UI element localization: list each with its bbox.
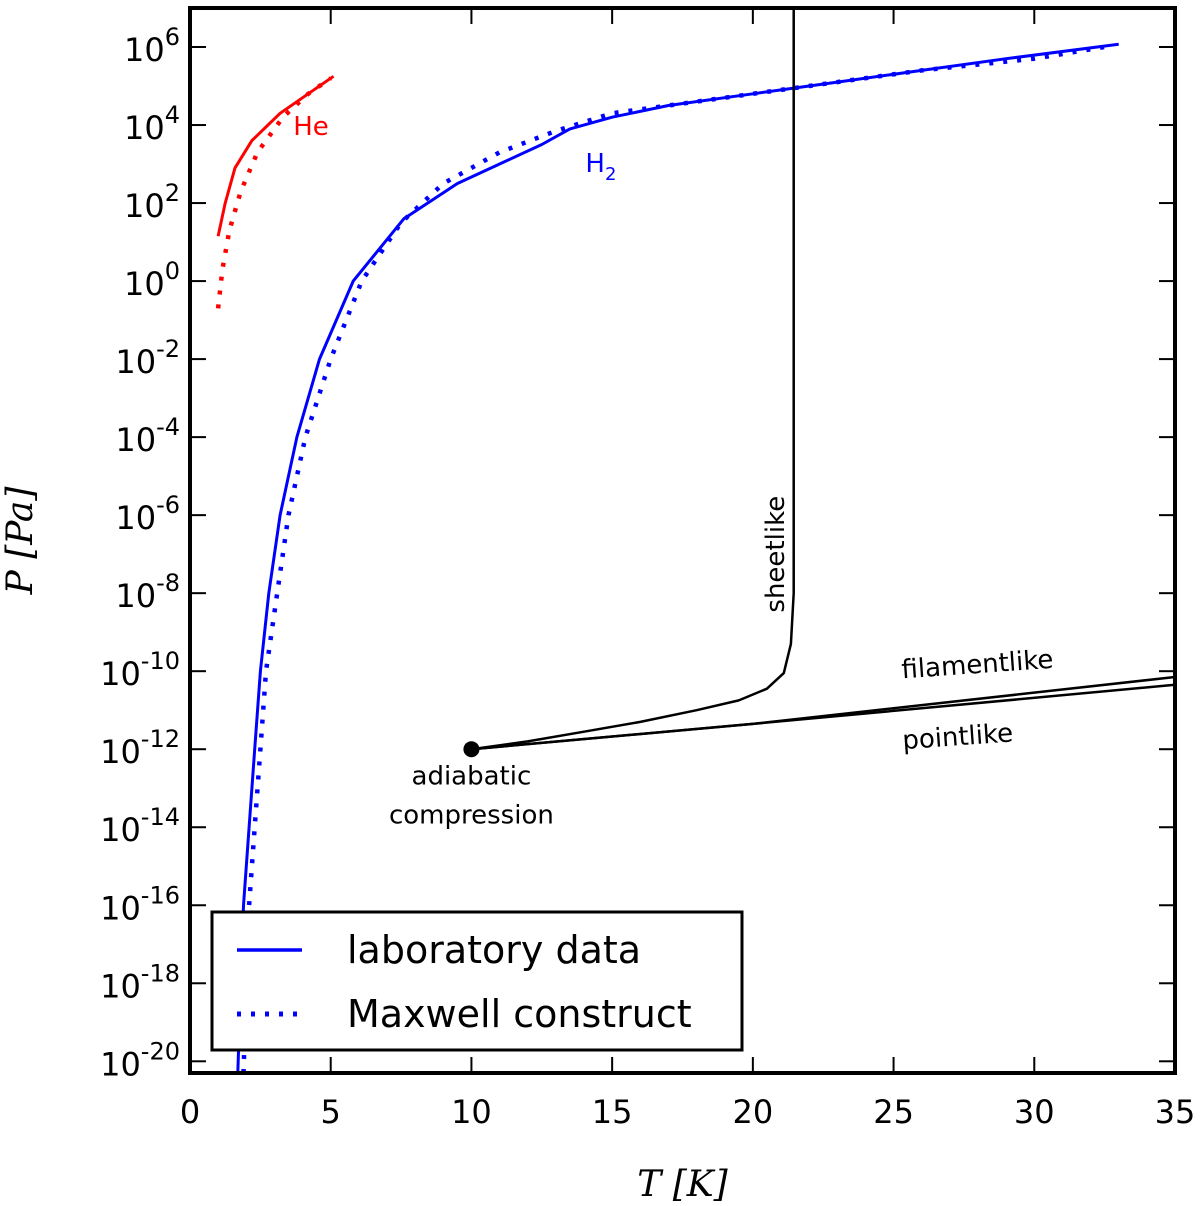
legend-label-1: Maxwell construct: [347, 992, 692, 1036]
plot-frame: [188, 6, 1177, 1075]
series-he-lab: [216, 75, 335, 237]
y-tick-label--10: 10-10: [100, 647, 180, 693]
y-tick-label--2: 10-2: [115, 335, 180, 381]
y-tick-label-0: 100: [124, 257, 180, 303]
x-tick-label-15: 15: [592, 1093, 633, 1131]
legend: laboratory data Maxwell construct: [210, 910, 744, 1052]
series-layer: [215, 8, 1175, 1073]
x-tick-label-0: 0: [180, 1093, 200, 1131]
y-tick-label--4: 10-4: [115, 413, 180, 459]
annotation-sheetlike: sheetlike: [761, 496, 791, 613]
y-tick-label--16: 10-16: [100, 881, 180, 927]
annotation-filamentlike: filamentlike: [901, 645, 1055, 686]
y-axis-title: P [Pa]: [0, 486, 41, 596]
annotation-adiabatic2: compression: [389, 800, 554, 830]
y-tick-label--18: 10-18: [100, 959, 180, 1005]
series-sheetlike: [471, 8, 795, 751]
ticks-layer: 0 5 10 15 20 25 30 35 106 104 102 100 10-2 10-4 10-6 10…: [100, 8, 1195, 1131]
annotation-layer: He H2 sheetlike filamentlike pointlike adiaba…: [293, 112, 1055, 830]
y-tick-label--6: 10-6: [115, 491, 180, 537]
annotation-he: He: [293, 112, 329, 142]
annotation-adiabatic1: adiabatic: [412, 761, 532, 791]
y-tick-label--14: 10-14: [100, 803, 180, 849]
x-tick-label-5: 5: [321, 1093, 341, 1131]
series-pointlike: [471, 683, 1175, 751]
y-tick-label--12: 10-12: [100, 725, 180, 771]
annotation-pointlike: pointlike: [901, 718, 1014, 756]
x-tick-label-20: 20: [732, 1093, 773, 1131]
legend-label-0: laboratory data: [347, 928, 641, 972]
x-tick-label-30: 30: [1014, 1093, 1055, 1131]
y-tick-label-6: 106: [124, 23, 180, 69]
y-tick-label-4: 104: [124, 101, 180, 147]
y-tick-label-2: 102: [124, 179, 180, 225]
x-tick-label-10: 10: [451, 1093, 492, 1131]
x-axis-title: T [K]: [637, 1164, 728, 1205]
x-tick-label-25: 25: [873, 1093, 914, 1131]
y-tick-label--20: 10-20: [100, 1037, 180, 1083]
annotation-h2: H2: [585, 149, 616, 185]
series-he-maxwell: [215, 76, 332, 309]
start-point-marker: [463, 741, 480, 758]
x-tick-label-35: 35: [1155, 1093, 1196, 1131]
y-tick-label--8: 10-8: [115, 569, 180, 615]
series-filamentlike: [471, 675, 1175, 751]
legend-box: [210, 910, 744, 1052]
